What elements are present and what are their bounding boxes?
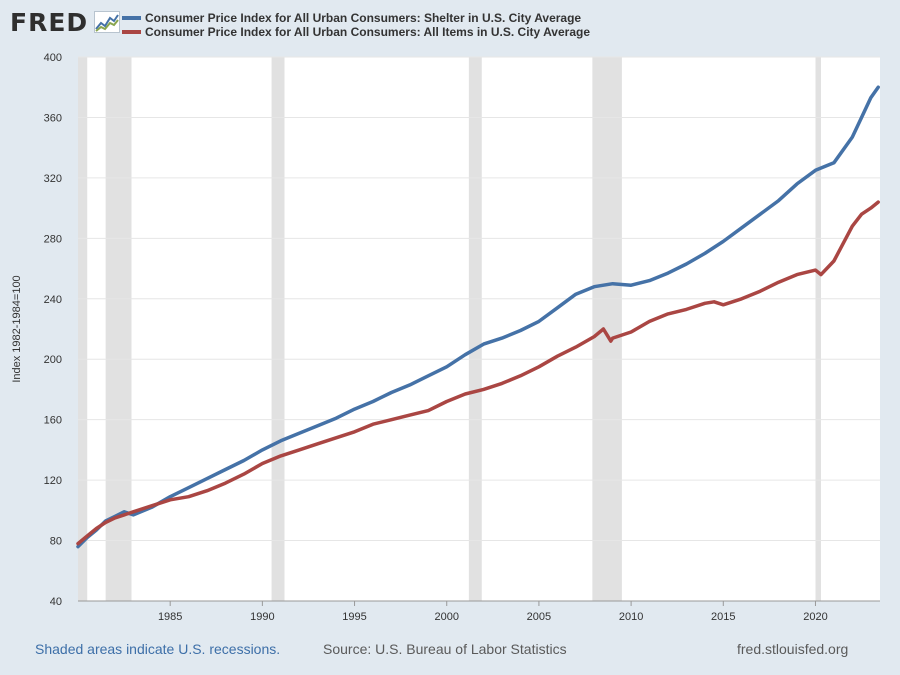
legend-swatch-shelter <box>122 16 141 20</box>
recession-band-3 <box>468 57 482 601</box>
x-tick-label-6: 2015 <box>711 611 735 623</box>
x-tick-label-7: 2020 <box>803 611 827 623</box>
y-tick-label-6: 280 <box>44 233 62 245</box>
y-tick-label-2: 120 <box>44 475 62 487</box>
y-tick-label-9: 400 <box>44 52 62 64</box>
legend-item-all-items[interactable]: Consumer Price Index for All Urban Consu… <box>122 25 590 39</box>
legend-item-shelter[interactable]: Consumer Price Index for All Urban Consu… <box>122 11 590 25</box>
logo-text: FRED <box>10 8 89 37</box>
series-line-0[interactable] <box>76 85 880 549</box>
recession-band-1 <box>105 57 132 601</box>
x-tick-label-5: 2010 <box>619 611 643 623</box>
x-tick-label-1: 1990 <box>250 611 274 623</box>
y-axis-label: Index 1982-1984=100 <box>11 275 23 382</box>
x-tick-label-3: 2000 <box>434 611 458 623</box>
y-tick-label-4: 200 <box>44 354 62 366</box>
gridlines <box>78 56 880 602</box>
series-lines <box>76 85 880 549</box>
x-tick-label-0: 1985 <box>158 611 182 623</box>
recession-band-0 <box>78 57 88 601</box>
recession-shading <box>78 57 822 601</box>
recession-band-5 <box>815 57 822 601</box>
legend-label-shelter: Consumer Price Index for All Urban Consu… <box>145 11 582 25</box>
recession-band-2 <box>271 57 285 601</box>
x-tick-label-4: 2005 <box>527 611 551 623</box>
chart-legend: Consumer Price Index for All Urban Consu… <box>122 11 590 39</box>
legend-label-all-items: Consumer Price Index for All Urban Consu… <box>145 25 590 39</box>
axes: 40 80 120 160 200 240 280 320 360 400 1985 1990 1995… <box>44 52 880 623</box>
y-tick-label-8: 360 <box>44 112 62 124</box>
source-note: Source: U.S. Bureau of Labor Statistics <box>323 641 567 657</box>
series-line-1[interactable] <box>76 200 880 546</box>
y-tick-label-7: 320 <box>44 173 62 185</box>
recession-band-4 <box>592 57 622 601</box>
y-tick-label-0: 40 <box>50 596 62 608</box>
y-tick-label-3: 160 <box>44 415 62 427</box>
x-tick-label-2: 1995 <box>342 611 366 623</box>
legend-swatch-all-items <box>122 30 141 34</box>
line-chart: 40 80 120 160 200 240 280 320 360 400 1985 1990 1995… <box>11 52 880 623</box>
site-link[interactable]: fred.stlouisfed.org <box>737 641 849 657</box>
fred-chart-icon <box>94 11 120 33</box>
y-tick-label-5: 240 <box>44 294 62 306</box>
y-tick-label-1: 80 <box>50 536 62 548</box>
recession-note[interactable]: Shaded areas indicate U.S. recessions. <box>35 641 281 657</box>
